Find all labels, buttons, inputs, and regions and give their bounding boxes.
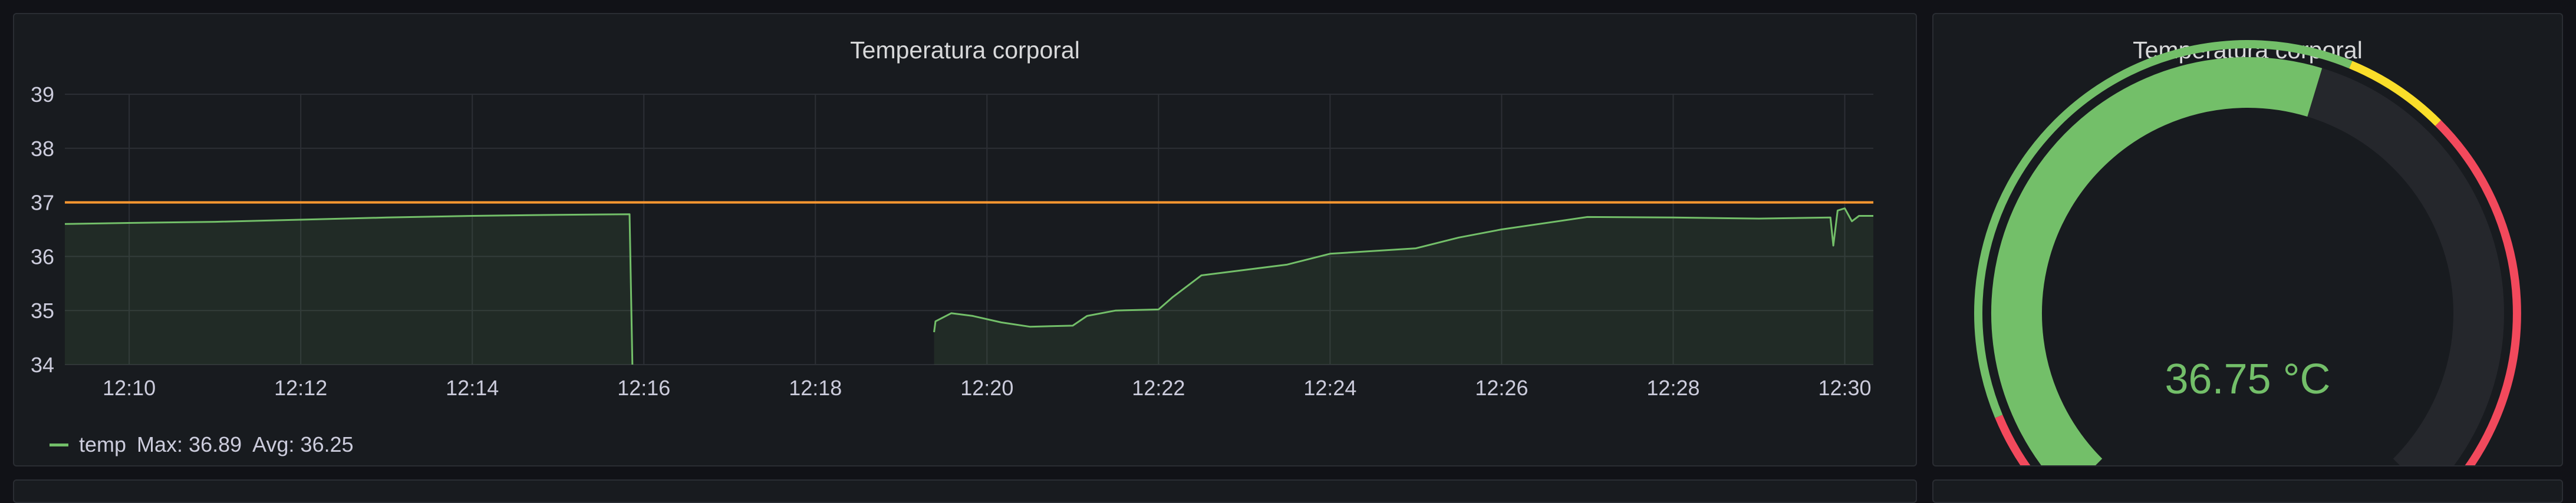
x-axis-ticks: 12:10 12:12 12:14 12:16 12:18 12:20 12:22 12:24… — [103, 376, 1871, 400]
series-area-segment — [934, 208, 1873, 365]
next-panel-left-edge — [13, 479, 1917, 503]
legend-avg: Avg: 36.25 — [252, 432, 354, 456]
x-tick-label: 12:30 — [1818, 376, 1871, 400]
y-tick-label: 39 — [31, 82, 54, 107]
y-axis-ticks: 34 35 36 37 38 39 — [31, 82, 54, 377]
next-panel-right-edge — [1932, 479, 2563, 503]
series-area-segment — [65, 214, 633, 365]
x-tick-label: 12:18 — [789, 376, 842, 400]
x-tick-label: 12:26 — [1475, 376, 1528, 400]
y-tick-label: 34 — [31, 353, 54, 377]
chart-area-fill — [65, 208, 1873, 365]
y-tick-label: 38 — [31, 137, 54, 161]
y-tick-label: 35 — [31, 299, 54, 323]
x-tick-label: 12:28 — [1646, 376, 1699, 400]
gauge-threshold-band — [1995, 415, 2031, 465]
chart-series-lines — [64, 207, 1873, 365]
graph-panel[interactable]: Temperatura corporal 34 35 36 37 38 39 12:10 1… — [13, 13, 1917, 466]
x-tick-label: 12:16 — [617, 376, 670, 400]
x-tick-label: 12:22 — [1132, 376, 1185, 400]
gauge-threshold-band — [1974, 40, 2353, 418]
gauge-panel[interactable]: Temperatura corporal 36.75 °C — [1932, 13, 2563, 466]
x-tick-label: 12:24 — [1303, 376, 1356, 400]
temperature-gauge: 36.75 °C — [1974, 40, 2521, 465]
x-tick-label: 12:12 — [274, 376, 327, 400]
gauge-value: 36.75 °C — [2165, 356, 2331, 403]
series-line-segment — [64, 213, 634, 365]
gauge-threshold-band — [2435, 120, 2521, 465]
gauge-threshold-arcs — [1974, 40, 2521, 465]
gauge-threshold-band — [2349, 61, 2442, 126]
legend-series-color — [50, 443, 68, 446]
y-tick-label: 37 — [31, 191, 54, 215]
y-tick-label: 36 — [31, 244, 54, 269]
series-line-segment — [933, 207, 1873, 333]
graph-panel-title[interactable]: Temperatura corporal — [850, 37, 1080, 64]
chart-legend[interactable]: temp Max: 36.89 Avg: 36.25 — [50, 432, 354, 457]
x-tick-label: 12:10 — [103, 376, 156, 400]
gauge-value-arc — [1991, 57, 2323, 465]
legend-series-name[interactable]: temp — [79, 432, 127, 456]
x-tick-label: 12:14 — [446, 376, 499, 400]
legend-max: Max: 36.89 — [137, 432, 242, 456]
x-tick-label: 12:20 — [960, 376, 1013, 400]
